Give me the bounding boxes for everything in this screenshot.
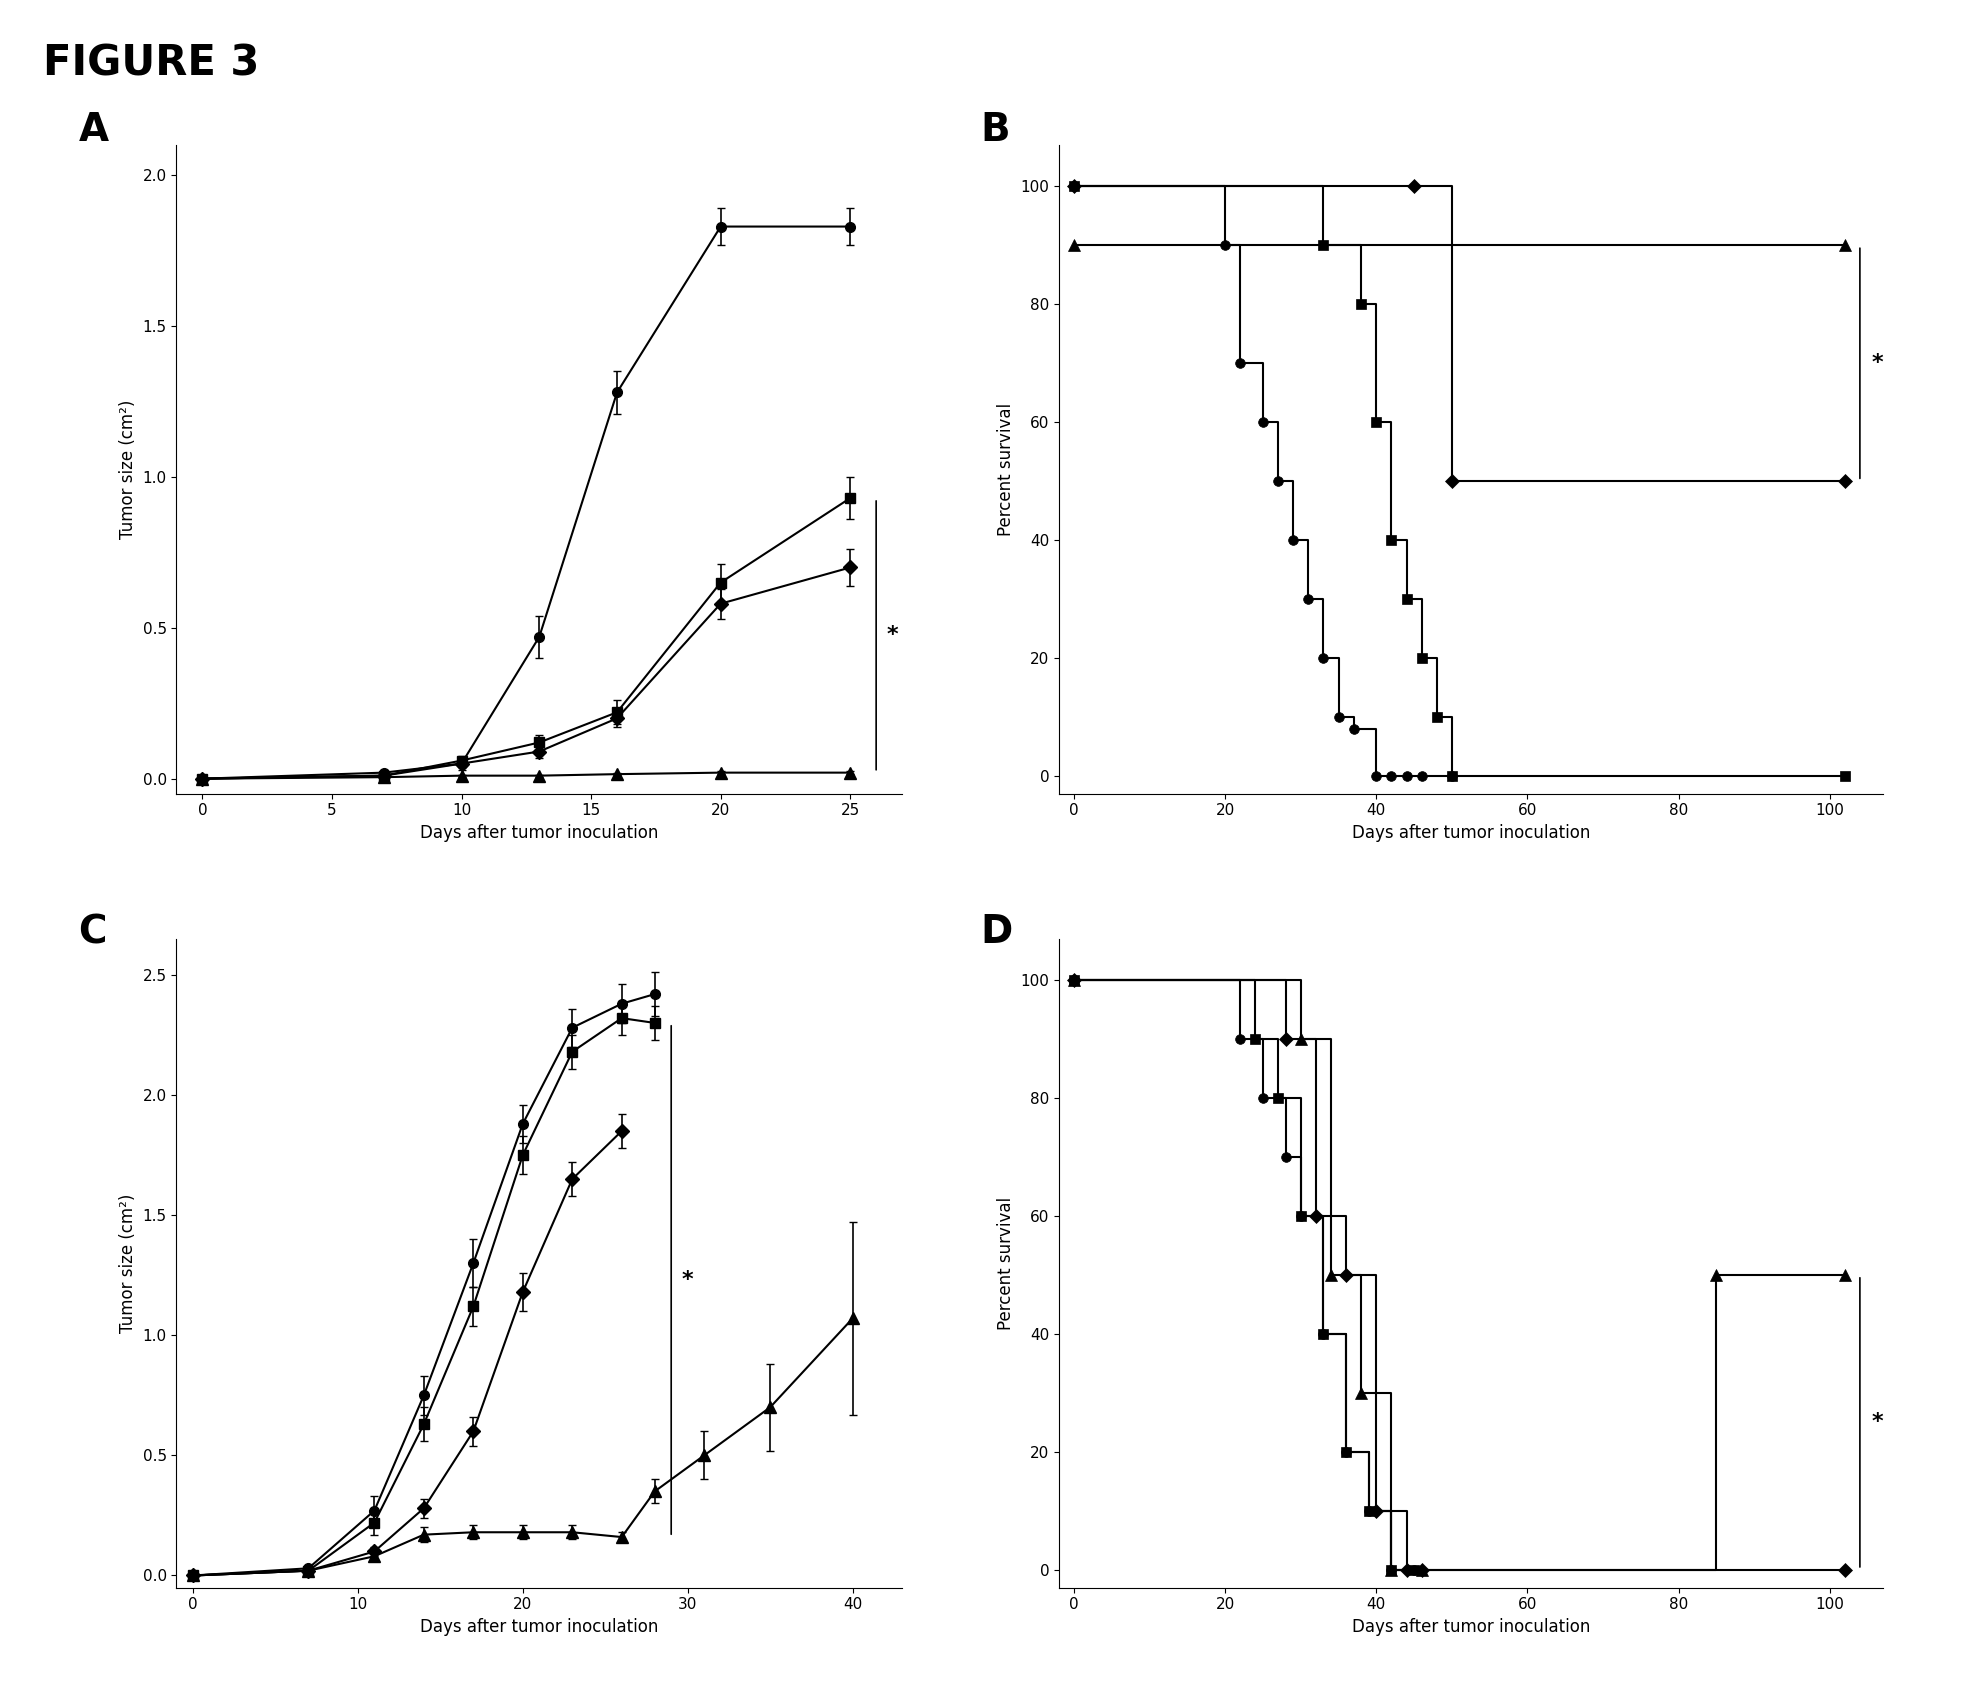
Text: D: D [980, 913, 1012, 951]
Text: *: * [680, 1270, 692, 1290]
Text: A: A [78, 111, 108, 149]
Y-axis label: Tumor size (cm²): Tumor size (cm²) [120, 399, 137, 539]
Text: *: * [1871, 1412, 1883, 1432]
X-axis label: Days after tumor inoculation: Days after tumor inoculation [420, 824, 659, 842]
X-axis label: Days after tumor inoculation: Days after tumor inoculation [420, 1618, 659, 1635]
X-axis label: Days after tumor inoculation: Days after tumor inoculation [1351, 1618, 1590, 1635]
Text: C: C [78, 913, 108, 951]
Text: *: * [886, 625, 898, 645]
X-axis label: Days after tumor inoculation: Days after tumor inoculation [1351, 824, 1590, 842]
Text: FIGURE 3: FIGURE 3 [43, 43, 259, 85]
Text: *: * [1871, 353, 1883, 374]
Y-axis label: Tumor size (cm²): Tumor size (cm²) [120, 1193, 137, 1333]
Y-axis label: Percent survival: Percent survival [996, 1197, 1014, 1330]
Y-axis label: Percent survival: Percent survival [996, 403, 1014, 536]
Text: B: B [980, 111, 1010, 149]
